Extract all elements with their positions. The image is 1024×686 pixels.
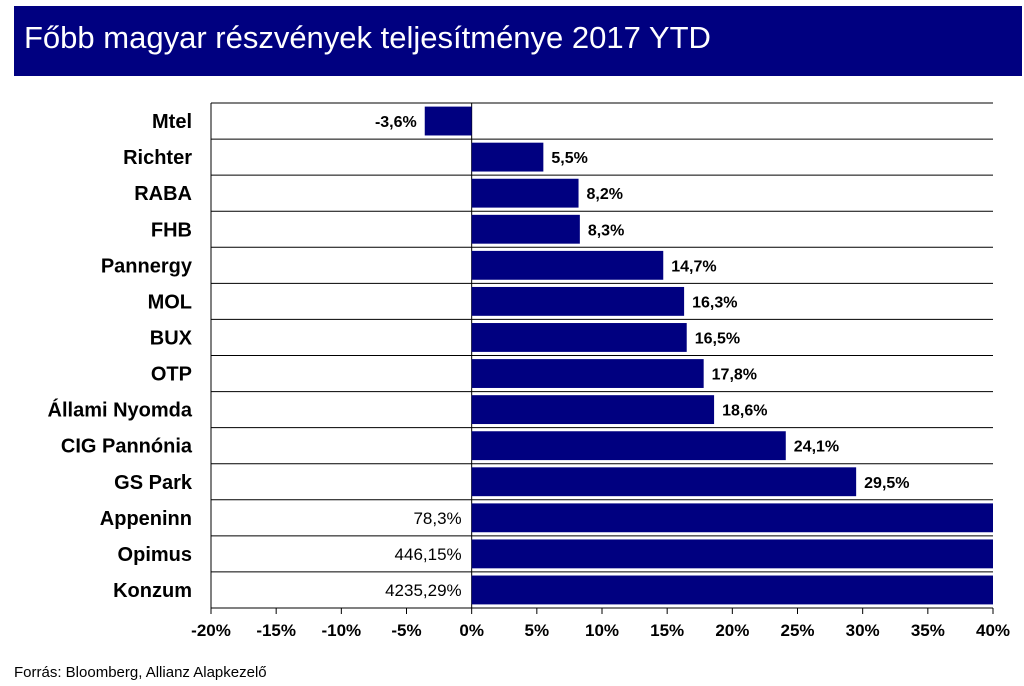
category-label: Appeninn	[100, 508, 192, 530]
value-label: 18,6%	[722, 403, 767, 420]
category-label: Opimus	[118, 544, 192, 566]
x-tick-label: 15%	[650, 621, 684, 640]
value-label: 8,2%	[587, 186, 623, 203]
value-label: -3,6%	[375, 114, 417, 131]
bar	[471, 467, 857, 497]
category-label: GS Park	[114, 472, 193, 494]
x-tick-label: 30%	[846, 621, 880, 640]
category-label: OTP	[151, 364, 192, 386]
source-note: Forrás: Bloomberg, Allianz Alapkezelő	[14, 664, 267, 681]
title-bar: Főbb magyar részvények teljesítménye 201…	[14, 6, 1022, 76]
x-tick-label: -10%	[321, 621, 361, 640]
category-label: MOL	[148, 291, 192, 313]
x-tick-label: 35%	[911, 621, 945, 640]
bar	[471, 323, 687, 352]
x-tick-label: -5%	[391, 621, 421, 640]
x-tick-label: 10%	[585, 621, 619, 640]
value-label: 8,3%	[588, 222, 624, 239]
category-label: Állami Nyomda	[48, 399, 193, 422]
value-label: 16,3%	[692, 294, 737, 311]
value-label: 78,3%	[413, 509, 461, 528]
bar	[424, 106, 472, 136]
x-tick-label: 25%	[780, 621, 814, 640]
value-label: 5,5%	[551, 150, 587, 167]
value-label: 16,5%	[695, 330, 740, 347]
category-label: Konzum	[113, 580, 192, 602]
category-label: CIG Pannónia	[61, 436, 193, 458]
category-label: RABA	[134, 183, 192, 205]
value-label: 14,7%	[671, 258, 716, 275]
bar	[471, 431, 786, 461]
category-label: FHB	[151, 219, 192, 241]
value-label: 24,1%	[794, 439, 839, 456]
category-label: BUX	[150, 327, 193, 349]
category-label: Richter	[123, 147, 192, 169]
bar	[471, 250, 664, 280]
bar	[471, 359, 704, 388]
x-tick-label: 20%	[715, 621, 749, 640]
x-tick-label: 5%	[525, 621, 550, 640]
bar	[471, 178, 579, 208]
value-label: 17,8%	[712, 367, 757, 384]
x-tick-label: -15%	[256, 621, 296, 640]
bar	[471, 142, 544, 172]
x-tick-label: 40%	[976, 621, 1010, 640]
chart-title: Főbb magyar részvények teljesítménye 201…	[24, 20, 711, 55]
bar	[471, 395, 715, 425]
category-label: Mtel	[152, 111, 192, 133]
bar	[471, 539, 994, 569]
bar	[471, 575, 994, 605]
category-label: Pannergy	[101, 255, 193, 277]
bar	[471, 503, 994, 533]
value-label: 4235,29%	[385, 581, 462, 600]
value-label: 29,5%	[864, 475, 909, 492]
bar	[471, 286, 685, 316]
x-tick-label: -20%	[191, 621, 231, 640]
x-tick-label: 0%	[459, 621, 484, 640]
value-label: 446,15%	[395, 545, 462, 564]
bar	[471, 214, 580, 244]
